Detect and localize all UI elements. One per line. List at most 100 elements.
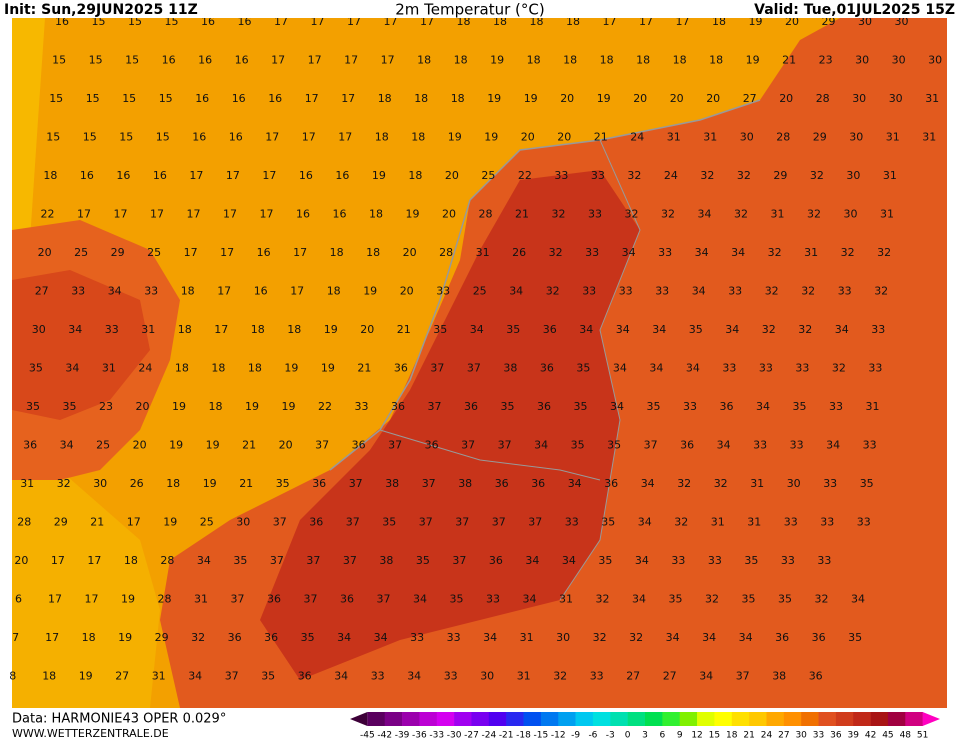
temperature-value: 30	[892, 54, 906, 67]
temperature-value: 33	[795, 362, 809, 375]
temperature-value: 32	[798, 323, 812, 336]
temperature-value: 16	[235, 54, 249, 67]
temperature-value: 33	[590, 670, 604, 683]
temperature-value: 17	[217, 285, 231, 298]
temperature-value: 17	[150, 208, 164, 221]
temperature-value: 30	[858, 15, 872, 28]
temperature-value: 36	[23, 439, 37, 452]
colorbar-label: -33	[429, 731, 444, 741]
temperature-value: 31	[886, 131, 900, 144]
colorbar-label: -45	[360, 731, 375, 741]
temperature-value: 36	[531, 477, 545, 490]
temperature-value: 37	[231, 593, 245, 606]
temperature-value: 31	[703, 131, 717, 144]
temperature-value: 27	[115, 670, 129, 683]
temperature-value: 31	[883, 169, 897, 182]
temperature-value: 37	[461, 439, 475, 452]
temperature-value: 15	[122, 92, 136, 105]
temperature-value: 20	[14, 554, 28, 567]
temperature-value: 31	[476, 246, 490, 259]
temperature-value: 27	[663, 670, 677, 683]
colorbar-cell	[679, 712, 698, 726]
temperature-value: 17	[189, 169, 203, 182]
temperature-value: 33	[753, 439, 767, 452]
temperature-value: 29	[111, 246, 125, 259]
temperature-value: 30	[787, 477, 801, 490]
temperature-value: 30	[889, 92, 903, 105]
temperature-value: 33	[105, 323, 119, 336]
colorbar-cell	[471, 712, 490, 726]
temperature-value: 34	[562, 554, 576, 567]
temperature-value: 19	[363, 285, 377, 298]
temperature-value: 36	[604, 477, 618, 490]
temperature-value: 15	[92, 15, 106, 28]
temperature-value: 17	[114, 208, 128, 221]
temperature-value: 7	[12, 631, 19, 644]
temperature-value: 35	[63, 400, 77, 413]
temperature-value: 33	[671, 554, 685, 567]
temperature-value: 36	[495, 477, 509, 490]
temperature-value: 19	[121, 593, 135, 606]
temperature-value: 35	[233, 554, 247, 567]
temperature-value: 19	[206, 439, 220, 452]
temperature-value: 36	[680, 439, 694, 452]
temperature-value: 28	[816, 92, 830, 105]
temperature-value: 24	[138, 362, 152, 375]
colorbar-label: -36	[412, 731, 427, 741]
temperature-value: 38	[772, 670, 786, 683]
temperature-value: 17	[51, 554, 65, 567]
temperature-value: 34	[835, 323, 849, 336]
temperature-value: 32	[877, 246, 891, 259]
temperature-value: 28	[160, 554, 174, 567]
temperature-value: 33	[585, 246, 599, 259]
colorbar-cell	[662, 712, 681, 726]
colorbar-cell	[887, 712, 906, 726]
temperature-value: 18	[366, 246, 380, 259]
colorbar-cell	[384, 712, 403, 726]
header-bar	[0, 0, 959, 18]
temperature-value: 22	[318, 400, 332, 413]
temperature-value: 32	[549, 246, 563, 259]
temperature-value: 34	[641, 477, 655, 490]
temperature-value: 34	[523, 593, 537, 606]
colorbar-label: -3	[606, 731, 615, 741]
temperature-value: 35	[261, 670, 275, 683]
temperature-value: 34	[568, 477, 582, 490]
temperature-value: 17	[271, 54, 285, 67]
temperature-value: 36	[425, 439, 439, 452]
temperature-value: 16	[116, 169, 130, 182]
temperature-value: 17	[311, 15, 325, 28]
temperature-value: 33	[708, 554, 722, 567]
temperature-value: 32	[625, 208, 639, 221]
temperature-value: 17	[87, 554, 101, 567]
temperature-value: 8	[9, 670, 16, 683]
border	[559, 139, 641, 601]
colorbar: -45 -42 -39 -36 -33 -30 -27 -24 -21 -18 -15 -12 -9 -6…	[350, 712, 940, 741]
temperature-value: 18	[451, 92, 465, 105]
temperature-value: 21	[90, 516, 104, 529]
temperature-value: 33	[591, 169, 605, 182]
temperature-value: 34	[649, 362, 663, 375]
temperature-value: 35	[669, 593, 683, 606]
temperature-value: 34	[731, 246, 745, 259]
temperature-value: 33	[565, 516, 579, 529]
temperature-value: 28	[776, 131, 790, 144]
temperature-value: 29	[155, 631, 169, 644]
colorbar-cell	[870, 712, 889, 726]
temperature-value: 17	[341, 92, 355, 105]
colorbar-label: -9	[571, 731, 580, 741]
temperature-value: 34	[826, 439, 840, 452]
temperature-value: 15	[49, 92, 63, 105]
temperature-value: 21	[515, 208, 529, 221]
colorbar-cell	[801, 712, 819, 726]
valid-label: Valid: Tue,01JUL2025 15Z	[754, 2, 955, 18]
temperature-value: 30	[236, 516, 250, 529]
colorbar-label: -42	[377, 731, 392, 741]
temperature-value: 32	[700, 169, 714, 182]
temperature-value: 32	[705, 593, 719, 606]
temperature-value: 17	[639, 15, 653, 28]
temperature-value: 33	[144, 285, 158, 298]
temperature-value: 19	[324, 323, 338, 336]
temperature-value: 35	[382, 516, 396, 529]
temperature-value: 20	[785, 15, 799, 28]
